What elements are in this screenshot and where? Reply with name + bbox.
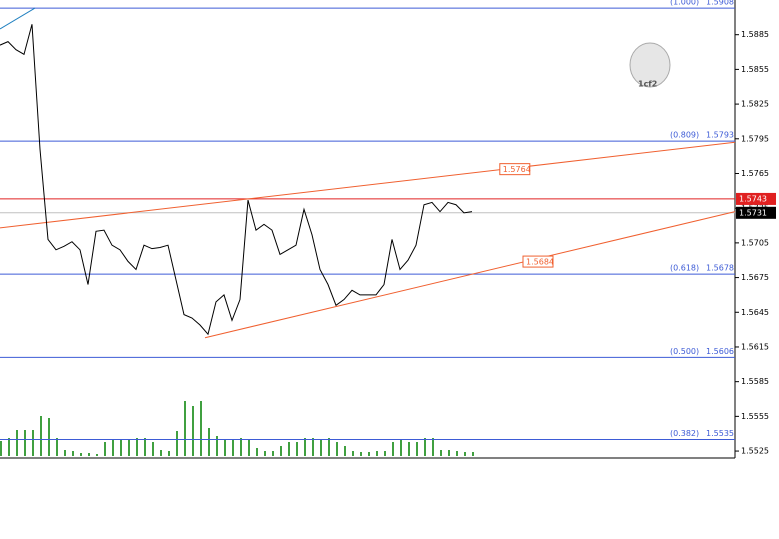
level-label-box — [736, 192, 776, 205]
price-line — [0, 24, 473, 336]
y-tick-label: 1.5885 — [741, 30, 769, 39]
y-tick-label: 1.5615 — [741, 342, 769, 351]
fib-ratio: (0.500) — [670, 347, 699, 356]
fib-price: 1.5606 — [706, 347, 734, 356]
y-tick-label: 1.5705 — [741, 238, 769, 247]
y-tick-label: 1.5825 — [741, 100, 769, 109]
logo-text: 1cf2 — [638, 80, 657, 89]
y-tick-label: 1.5855 — [741, 65, 769, 74]
fib-price: 1.5535 — [706, 429, 734, 438]
logo: 1cf2 — [629, 42, 671, 89]
fib-price: 1.5793 — [706, 131, 734, 140]
level-label: 1.5743 — [739, 194, 767, 203]
fib-price: 1.5908 — [706, 0, 734, 7]
y-tick-label: 1.5795 — [741, 134, 769, 143]
bid-label: 1.5731 — [739, 208, 767, 217]
fib-ratio: (0.382) — [670, 429, 699, 438]
top-line — [0, 7, 36, 30]
y-tick-label: 1.5675 — [741, 273, 769, 282]
y-tick-label: 1.5645 — [741, 308, 769, 317]
fib-ratio: (0.618) — [670, 264, 699, 273]
trend-label: 1.5764 — [503, 165, 531, 174]
trend-line — [0, 141, 736, 229]
trend-label: 1.5684 — [526, 258, 554, 267]
trend-label-box — [499, 163, 531, 176]
fib-ratio: (0.809) — [670, 131, 699, 140]
bid-label-box — [736, 206, 776, 219]
fib-price: 1.5678 — [706, 264, 734, 273]
trend-line — [204, 211, 736, 339]
y-tick-label: 1.5525 — [741, 447, 769, 456]
y-tick-label: 1.5765 — [741, 169, 769, 178]
logo-shape — [629, 42, 671, 88]
trend-label-box — [522, 255, 554, 268]
y-tick-label: 1.5585 — [741, 377, 769, 386]
fib-ratio: (1.000) — [670, 0, 699, 7]
y-tick-label: 1.5555 — [741, 412, 769, 421]
